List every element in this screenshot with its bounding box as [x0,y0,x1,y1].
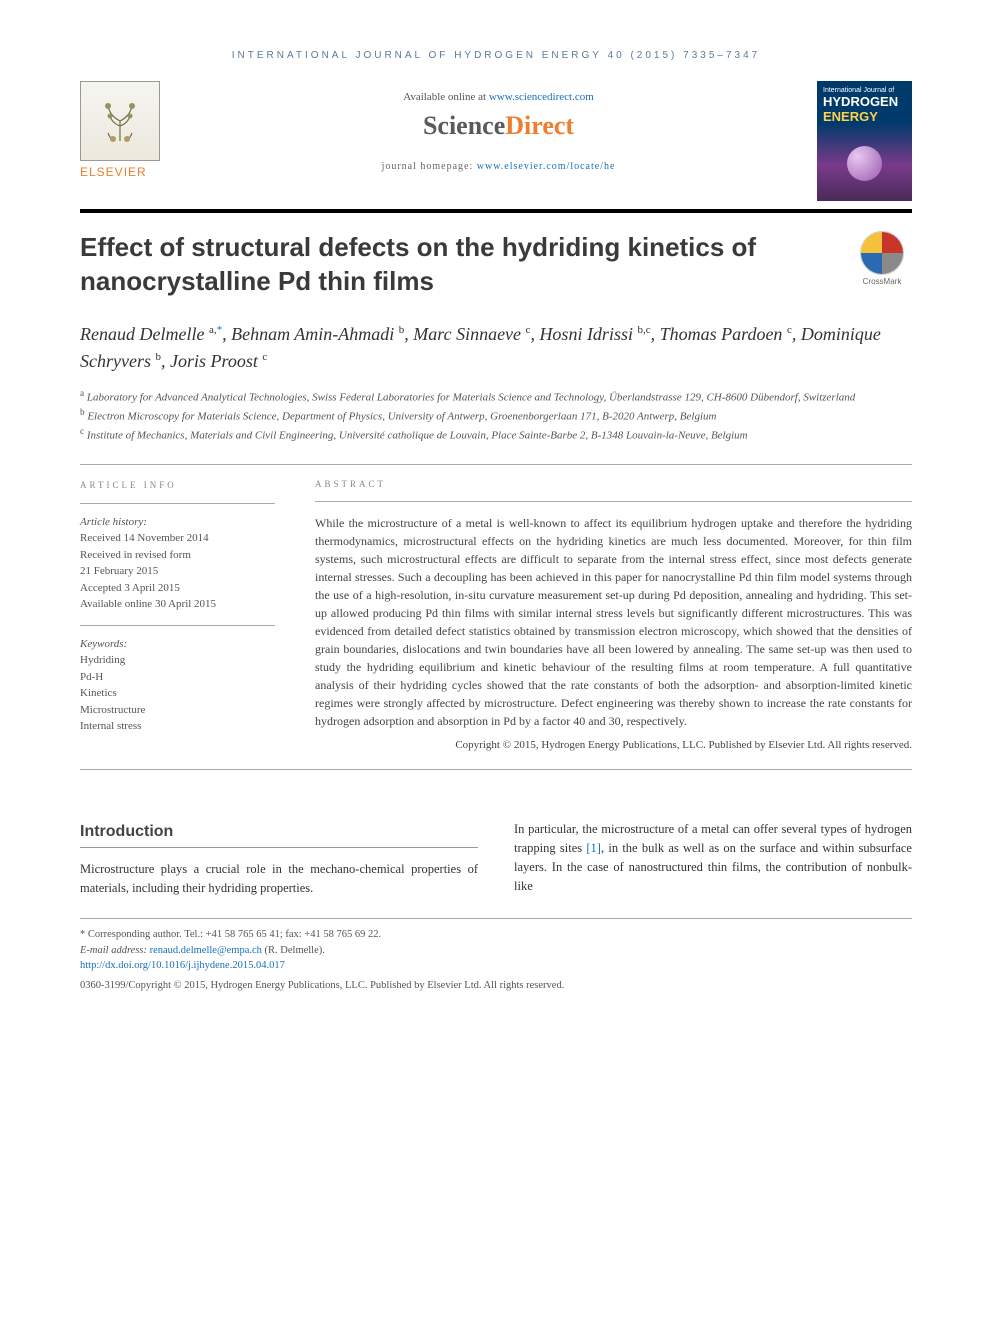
homepage-prefix: journal homepage: [382,161,477,172]
authors-line: Renaud Delmelle a,*, Behnam Amin-Ahmadi … [80,321,912,375]
keyword-item: Hydriding [80,652,275,669]
footer-copyright: 0360-3199/Copyright © 2015, Hydrogen Ene… [80,978,912,994]
history-online: Available online 30 April 2015 [80,596,275,613]
publisher-row: ELSEVIER Available online at www.science… [80,81,912,213]
keyword-item: Pd-H [80,669,275,686]
sciencedirect-logo: ScienceDirect [180,111,817,141]
elsevier-tree-icon [80,81,160,161]
corresponding-author-line: * Corresponding author. Tel.: +41 58 765… [80,927,912,943]
history-label: Article history: [80,514,275,531]
email-line: E-mail address: renaud.delmelle@empa.ch … [80,943,912,959]
intro-paragraph-left: Microstructure plays a crucial role in t… [80,860,478,898]
cover-orb-graphic [847,146,882,181]
article-info-heading: ARTICLE INFO [80,479,275,493]
sd-direct: Direct [505,111,574,140]
email-label: E-mail address: [80,945,150,956]
history-received: Received 14 November 2014 [80,530,275,547]
sd-science: Science [423,111,505,140]
elsevier-logo-block: ELSEVIER [80,81,180,179]
abstract-copyright: Copyright © 2015, Hydrogen Energy Public… [315,738,912,753]
crossmark-badge[interactable]: CrossMark [852,231,912,286]
cover-line-intl: International Journal of [823,87,906,94]
affiliation-c: c Institute of Mechanics, Materials and … [80,425,912,444]
intro-paragraph-right: In particular, the microstructure of a m… [514,820,912,895]
history-revised-line1: Received in revised form [80,547,275,564]
section-heading-introduction: Introduction [80,820,478,848]
article-info-column: ARTICLE INFO Article history: Received 1… [80,479,275,753]
crossmark-label: CrossMark [863,277,902,286]
article-title: Effect of structural defects on the hydr… [80,231,832,299]
abstract-column: ABSTRACT While the microstructure of a m… [315,479,912,753]
elsevier-wordmark: ELSEVIER [80,165,180,179]
reference-link[interactable]: [1] [586,841,601,855]
top-center-block: Available online at www.sciencedirect.co… [180,81,817,172]
homepage-line: journal homepage: www.elsevier.com/locat… [180,161,817,172]
divider [80,464,912,465]
email-suffix: (R. Delmelle). [262,945,325,956]
affiliations-block: a Laboratory for Advanced Analytical Tec… [80,387,912,444]
abstract-text: While the microstructure of a metal is w… [315,514,912,730]
keyword-item: Microstructure [80,702,275,719]
email-link[interactable]: renaud.delmelle@empa.ch [150,945,262,956]
homepage-url[interactable]: www.elsevier.com/locate/he [477,161,616,172]
doi-link[interactable]: http://dx.doi.org/10.1016/j.ijhydene.201… [80,960,285,971]
footer-block: * Corresponding author. Tel.: +41 58 765… [80,918,912,994]
body-column-right: In particular, the microstructure of a m… [514,820,912,898]
journal-header-line: INTERNATIONAL JOURNAL OF HYDROGEN ENERGY… [80,50,912,61]
abstract-heading: ABSTRACT [315,479,912,489]
history-revised-line2: 21 February 2015 [80,563,275,580]
keywords-label: Keywords: [80,636,275,653]
available-prefix: Available online at [403,91,489,103]
sciencedirect-url[interactable]: www.sciencedirect.com [489,91,594,103]
affiliation-b: b Electron Microscopy for Materials Scie… [80,406,912,425]
keyword-item: Internal stress [80,718,275,735]
body-column-left: Introduction Microstructure plays a cruc… [80,820,478,898]
affiliation-a: a Laboratory for Advanced Analytical Tec… [80,387,912,406]
history-accepted: Accepted 3 April 2015 [80,580,275,597]
available-online-line: Available online at www.sciencedirect.co… [180,91,817,103]
crossmark-icon [860,231,904,275]
cover-line-energy: ENERGY [823,109,906,124]
cover-line-hydrogen: HYDROGEN [823,94,906,109]
journal-cover-thumbnail: International Journal of HYDROGEN ENERGY [817,81,912,201]
keyword-item: Kinetics [80,685,275,702]
